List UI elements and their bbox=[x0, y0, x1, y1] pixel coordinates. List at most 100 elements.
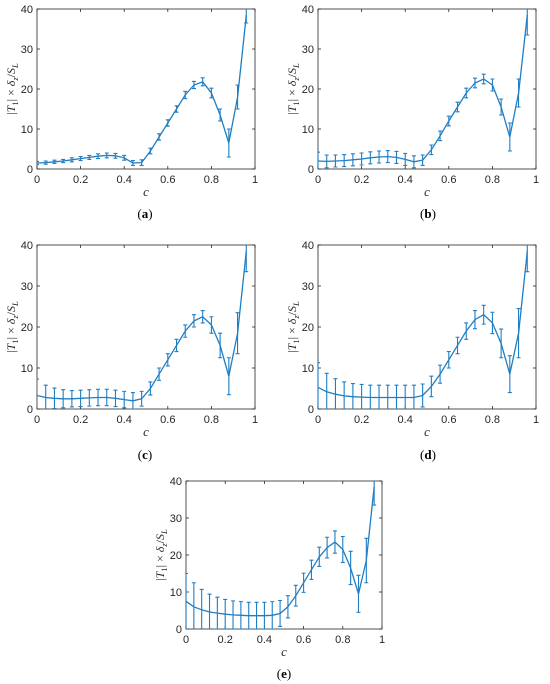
x-axis-label: c bbox=[143, 424, 149, 439]
x-tick-label: 0.8 bbox=[204, 414, 219, 426]
error-bar bbox=[318, 362, 320, 409]
ylabel-part: L bbox=[291, 301, 301, 307]
error-bar bbox=[148, 381, 153, 396]
ylabel-part: / bbox=[4, 311, 18, 315]
error-bar bbox=[342, 154, 347, 168]
axes-box bbox=[317, 8, 537, 170]
error-bar bbox=[78, 389, 83, 408]
ylabel-part: 1 bbox=[10, 339, 20, 343]
error-bar bbox=[490, 311, 495, 335]
x-axis-label: c bbox=[424, 424, 430, 439]
panel-caption: (c) bbox=[138, 447, 152, 462]
error-bar bbox=[87, 389, 92, 407]
error-bar bbox=[385, 150, 390, 164]
error-bar bbox=[507, 355, 512, 394]
error-bar bbox=[218, 332, 223, 359]
error-bar bbox=[368, 151, 373, 165]
error-bar bbox=[325, 536, 330, 559]
series-group bbox=[318, 9, 530, 169]
x-tick-label: 0.2 bbox=[354, 174, 369, 186]
x-tick-label: 0.4 bbox=[257, 634, 272, 646]
error-bar bbox=[174, 105, 179, 113]
error-bar bbox=[446, 115, 451, 127]
error-bar bbox=[122, 154, 127, 161]
y-tick-label: 10 bbox=[170, 587, 182, 599]
error-bar bbox=[43, 160, 48, 165]
ylabel-part: T bbox=[4, 342, 18, 350]
error-bar bbox=[438, 364, 443, 384]
error-bar bbox=[324, 154, 329, 169]
ylabel-part: | bbox=[4, 350, 18, 352]
error-bar bbox=[385, 384, 390, 409]
ylabel-part: δ bbox=[285, 318, 299, 324]
x-tick-label: 0 bbox=[34, 174, 40, 186]
y-axis-label: |T1| × δz/SL bbox=[153, 529, 169, 581]
error-bar bbox=[200, 77, 205, 87]
error-bar bbox=[507, 122, 512, 152]
error-bar bbox=[96, 388, 101, 407]
error-bar bbox=[209, 87, 214, 99]
error-bar bbox=[37, 160, 39, 166]
x-tick-label: 1 bbox=[252, 174, 258, 186]
error-bar bbox=[490, 78, 495, 92]
y-tick-label: 10 bbox=[302, 363, 314, 375]
error-bar bbox=[516, 308, 521, 359]
error-bar bbox=[122, 390, 127, 409]
x-tick-label: 0.6 bbox=[441, 174, 456, 186]
error-bar bbox=[332, 530, 337, 554]
error-bar bbox=[130, 392, 135, 409]
x-tick-label: 0.2 bbox=[218, 634, 233, 646]
error-bar bbox=[218, 108, 223, 122]
ylabel-part: T bbox=[285, 342, 299, 350]
ylabel-part: L bbox=[291, 63, 301, 69]
ylabel-part: 1 bbox=[291, 101, 301, 105]
error-bar bbox=[403, 384, 408, 409]
error-bar bbox=[472, 77, 477, 89]
error-bar bbox=[223, 598, 228, 629]
error-bar bbox=[411, 384, 416, 409]
error-bar bbox=[525, 9, 530, 36]
error-bar bbox=[200, 310, 205, 324]
y-axis-label: |T1| × δz/SL bbox=[285, 63, 301, 115]
x-tick-label: 0.8 bbox=[204, 174, 219, 186]
y-tick-label: 0 bbox=[176, 624, 182, 636]
error-bar bbox=[340, 535, 345, 563]
x-tick-label: 1 bbox=[533, 174, 539, 186]
ylabel-part: δ bbox=[4, 80, 18, 86]
error-bar bbox=[293, 584, 298, 607]
error-bar bbox=[37, 378, 39, 409]
error-bar bbox=[69, 157, 74, 163]
panel-caption: (e) bbox=[277, 666, 291, 681]
error-bar bbox=[499, 98, 504, 116]
x-tick-label: 0.4 bbox=[398, 174, 413, 186]
error-bar bbox=[183, 324, 188, 338]
error-bar bbox=[333, 154, 338, 168]
ylabel-part: z bbox=[291, 315, 301, 320]
caption-open: ( bbox=[137, 206, 141, 221]
error-bar bbox=[377, 150, 382, 164]
y-tick-label: 20 bbox=[302, 322, 314, 334]
error-bar bbox=[113, 152, 118, 159]
axes-box bbox=[36, 8, 256, 170]
error-bar bbox=[246, 601, 251, 629]
ylabel-part: S bbox=[285, 68, 299, 74]
caption-close: ) bbox=[148, 206, 152, 221]
y-tick-label: 30 bbox=[302, 281, 314, 293]
ylabel-part: | bbox=[4, 112, 18, 114]
error-bar bbox=[238, 601, 243, 629]
error-bar bbox=[377, 384, 382, 409]
error-bar bbox=[148, 147, 153, 155]
ylabel-part: 1 bbox=[159, 567, 169, 571]
ylabel-part: S bbox=[4, 306, 18, 312]
ylabel-part: L bbox=[159, 529, 169, 535]
x-axis-label: c bbox=[143, 184, 149, 199]
ylabel-part: S bbox=[285, 306, 299, 312]
error-bar bbox=[262, 601, 267, 629]
error-bar bbox=[209, 316, 214, 334]
x-tick-label: 0.4 bbox=[117, 174, 132, 186]
y-axis-label: |T1| × δz/SL bbox=[285, 301, 301, 353]
caption-open: ( bbox=[138, 447, 142, 462]
error-bar bbox=[139, 159, 144, 166]
error-bar bbox=[481, 73, 486, 85]
